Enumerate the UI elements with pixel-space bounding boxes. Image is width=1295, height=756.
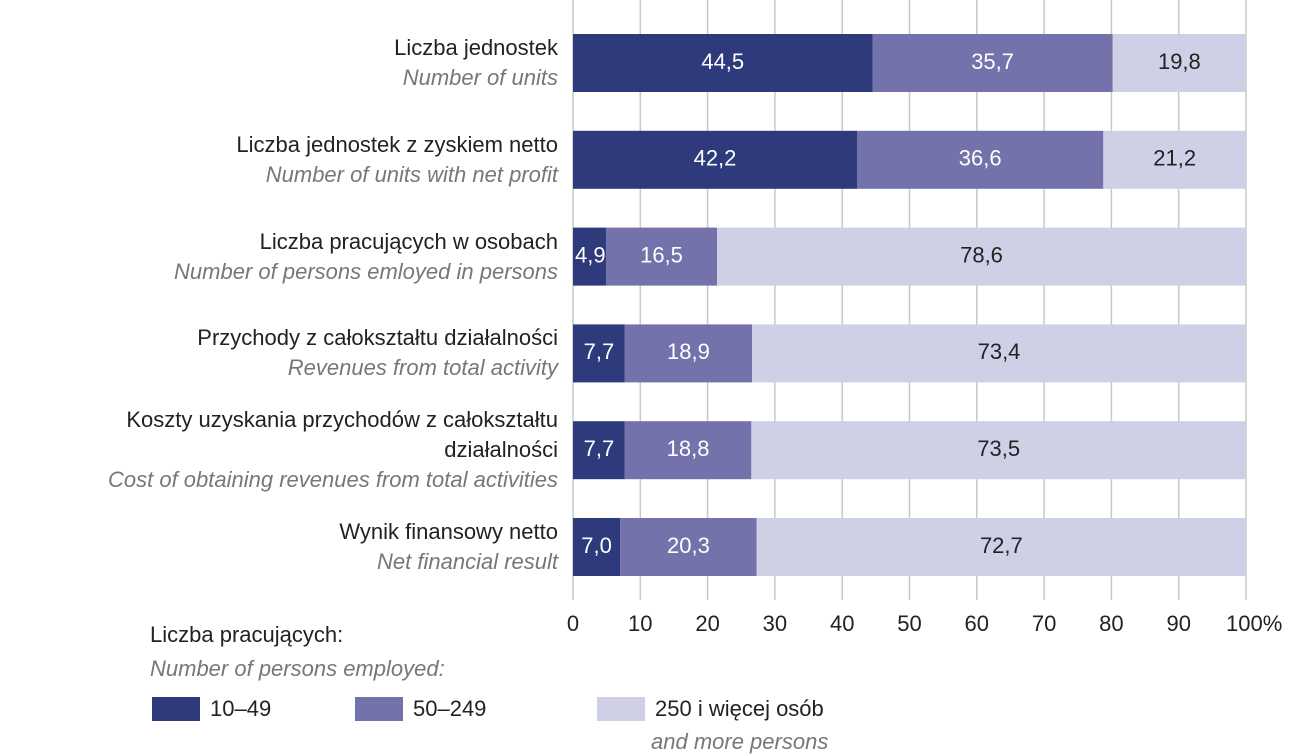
data-label: 7,7 xyxy=(584,436,615,461)
x-tick-label: 10 xyxy=(628,611,652,636)
x-tick-label: 80 xyxy=(1099,611,1123,636)
bar-segment xyxy=(751,421,1246,480)
category-label: Liczba jednostek z zyskiem netto Number o… xyxy=(236,130,558,190)
x-tick-label: 60 xyxy=(965,611,989,636)
bar-segment xyxy=(1112,34,1246,92)
data-label: 36,6 xyxy=(959,146,1002,171)
category-name: Przychody z całokształtu działalności xyxy=(197,325,558,351)
x-tick-label: 90 xyxy=(1166,611,1190,636)
category-name-en: Net financial result xyxy=(377,549,558,574)
bar-segment xyxy=(1103,130,1246,189)
legend-label: 250 i więcej osób xyxy=(655,696,824,721)
bar-segment xyxy=(756,518,1246,576)
x-tick-label: 70 xyxy=(1032,611,1056,636)
data-label: 35,7 xyxy=(971,49,1014,74)
bar-segment xyxy=(573,130,858,189)
x-tick-label: 30 xyxy=(763,611,787,636)
category-name: Liczba jednostek xyxy=(394,35,558,60)
data-label: 42,2 xyxy=(694,146,737,171)
data-label: 21,2 xyxy=(1153,146,1196,171)
category-name: Liczba pracujących w osobach xyxy=(259,228,558,254)
data-label: 73,5 xyxy=(977,436,1020,461)
category-name: Liczba jednostek z zyskiem netto xyxy=(236,131,558,157)
bar-segment xyxy=(573,421,625,480)
bar-segment xyxy=(573,34,873,92)
category-label: Przychody z całokształtu działalności Rev… xyxy=(197,323,558,383)
data-label: 19,8 xyxy=(1158,49,1201,74)
category-name-en: Cost of obtaining revenues from total ac… xyxy=(107,467,558,493)
data-label: 16,5 xyxy=(640,242,683,267)
x-tick-label: 20 xyxy=(695,611,719,636)
data-label: 18,9 xyxy=(667,339,710,364)
category-name-en: Number of units with net profit xyxy=(265,161,558,187)
bar-segment xyxy=(573,518,621,576)
x-tick-label: 0 xyxy=(567,611,579,636)
data-label: 4,9 xyxy=(575,242,606,267)
legend-label: 50–249 xyxy=(413,696,486,721)
category-label: Wynik finansowy netto Net financial resul… xyxy=(339,517,558,577)
bar-segment xyxy=(752,324,1246,383)
bar-segment xyxy=(624,421,752,480)
category-name-en: Revenues from total activity xyxy=(287,355,558,381)
legend-title: Liczba pracujących: xyxy=(150,622,343,647)
category-label: Koszty uzyskania przychodów z całokształ… xyxy=(58,405,558,495)
bar-segment xyxy=(624,324,753,383)
category-name-en: Number of persons emloyed in persons xyxy=(174,258,558,284)
bar-segment xyxy=(872,34,1113,92)
bar-segment xyxy=(573,324,625,383)
data-label: 18,8 xyxy=(667,436,710,461)
category-name: Koszty uzyskania przychodów z całokształ… xyxy=(126,407,558,463)
data-label: 78,6 xyxy=(960,242,1003,267)
legend-swatch xyxy=(597,697,645,721)
category-label: Liczba pracujących w osobach Number of pe… xyxy=(174,227,558,287)
legend-label: 10–49 xyxy=(210,696,271,721)
bar-segment xyxy=(605,227,718,286)
legend-label-en: and more persons xyxy=(651,729,828,754)
bar-segment xyxy=(717,227,1246,286)
bar-segment xyxy=(573,227,606,286)
category-name: Wynik finansowy netto xyxy=(339,519,558,544)
bar-segment xyxy=(857,130,1104,189)
x-tick-label: 40 xyxy=(830,611,854,636)
category-label: Liczba jednostek Number of units xyxy=(394,33,558,93)
data-label: 20,3 xyxy=(667,533,710,558)
data-label: 7,7 xyxy=(584,339,615,364)
x-tick-label: 50 xyxy=(897,611,921,636)
data-label: 73,4 xyxy=(978,339,1021,364)
legend-swatch xyxy=(355,697,403,721)
data-label: 44,5 xyxy=(701,49,744,74)
legend-title-en: Number of persons employed: xyxy=(150,656,445,681)
category-name-en: Number of units xyxy=(402,65,558,90)
data-label: 7,0 xyxy=(581,533,612,558)
bar-segment xyxy=(620,518,757,576)
data-label: 72,7 xyxy=(980,533,1023,558)
legend-swatch xyxy=(152,697,200,721)
x-tick-label: 100% xyxy=(1226,611,1282,636)
